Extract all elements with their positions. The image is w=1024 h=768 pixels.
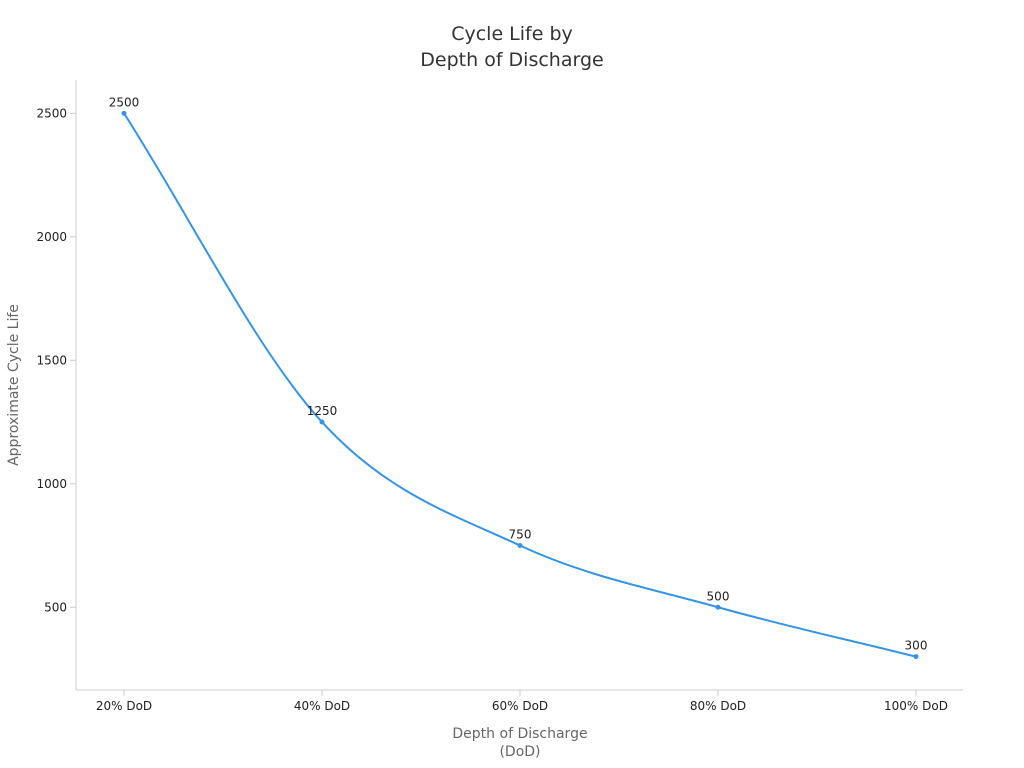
y-tick-label: 1000 — [36, 477, 67, 491]
x-axis-title-line-1: Depth of Discharge — [452, 726, 587, 742]
data-point — [517, 543, 523, 549]
y-axis: 500 1000 1500 2000 2500 Approximate Cycle Li… — [6, 80, 77, 690]
data-label: 2500 — [109, 95, 140, 109]
data-label: 500 — [707, 589, 730, 603]
x-tick-label: 60% DoD — [492, 699, 548, 713]
x-tick-label: 40% DoD — [294, 699, 350, 713]
series-line — [123, 112, 917, 658]
x-tick-label: 80% DoD — [690, 699, 746, 713]
y-tick-label: 500 — [44, 600, 67, 614]
x-axis-ticks: 20% DoD 40% DoD 60% DoD 80% DoD 100% DoD — [96, 690, 948, 713]
x-tick-label: 20% DoD — [96, 699, 152, 713]
data-label: 300 — [905, 639, 928, 653]
y-axis-title: Approximate Cycle Life — [6, 304, 22, 466]
data-labels: 2500 1250 750 500 300 — [109, 95, 928, 652]
data-point — [319, 419, 325, 425]
x-tick-label: 100% DoD — [884, 699, 948, 713]
y-tick-label: 1500 — [36, 353, 67, 367]
data-points — [121, 110, 919, 660]
data-point — [121, 110, 127, 116]
y-tick-label: 2000 — [36, 230, 67, 244]
y-axis-ticks: 500 1000 1500 2000 2500 — [36, 106, 76, 614]
y-tick-label: 2500 — [36, 106, 67, 120]
plot-area: 2500 1250 750 500 300 — [109, 95, 928, 660]
x-axis: 20% DoD 40% DoD 60% DoD 80% DoD 100% DoD Dep… — [76, 689, 963, 760]
data-point — [715, 604, 721, 610]
data-point — [913, 654, 919, 660]
chart-title-line-2: Depth of Discharge — [420, 49, 603, 71]
chart-title: Cycle Life by Depth of Discharge — [420, 23, 603, 71]
data-label: 1250 — [307, 404, 338, 418]
chart-title-line-1: Cycle Life by — [451, 23, 573, 45]
data-label: 750 — [509, 528, 532, 542]
x-axis-title-line-2: (DoD) — [499, 744, 540, 760]
